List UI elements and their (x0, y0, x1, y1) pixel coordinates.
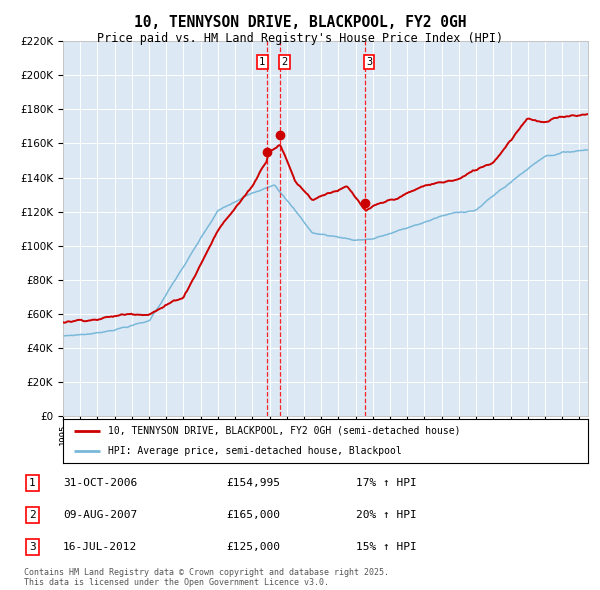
Text: 2: 2 (281, 57, 287, 67)
Text: 1: 1 (29, 478, 35, 488)
Text: £125,000: £125,000 (227, 542, 281, 552)
Text: 17% ↑ HPI: 17% ↑ HPI (356, 478, 417, 488)
Text: 09-AUG-2007: 09-AUG-2007 (63, 510, 137, 520)
Text: Contains HM Land Registry data © Crown copyright and database right 2025.
This d: Contains HM Land Registry data © Crown c… (24, 568, 389, 587)
Text: 16-JUL-2012: 16-JUL-2012 (63, 542, 137, 552)
Text: 15% ↑ HPI: 15% ↑ HPI (356, 542, 417, 552)
Text: 20% ↑ HPI: 20% ↑ HPI (356, 510, 417, 520)
Text: 3: 3 (29, 542, 35, 552)
Text: 2: 2 (29, 510, 35, 520)
Text: 31-OCT-2006: 31-OCT-2006 (63, 478, 137, 488)
Text: 1: 1 (259, 57, 265, 67)
Text: 10, TENNYSON DRIVE, BLACKPOOL, FY2 0GH: 10, TENNYSON DRIVE, BLACKPOOL, FY2 0GH (134, 15, 466, 30)
Text: 3: 3 (366, 57, 373, 67)
Text: Price paid vs. HM Land Registry's House Price Index (HPI): Price paid vs. HM Land Registry's House … (97, 32, 503, 45)
Text: 10, TENNYSON DRIVE, BLACKPOOL, FY2 0GH (semi-detached house): 10, TENNYSON DRIVE, BLACKPOOL, FY2 0GH (… (107, 426, 460, 436)
Text: HPI: Average price, semi-detached house, Blackpool: HPI: Average price, semi-detached house,… (107, 446, 401, 456)
Text: £154,995: £154,995 (227, 478, 281, 488)
Text: £165,000: £165,000 (227, 510, 281, 520)
